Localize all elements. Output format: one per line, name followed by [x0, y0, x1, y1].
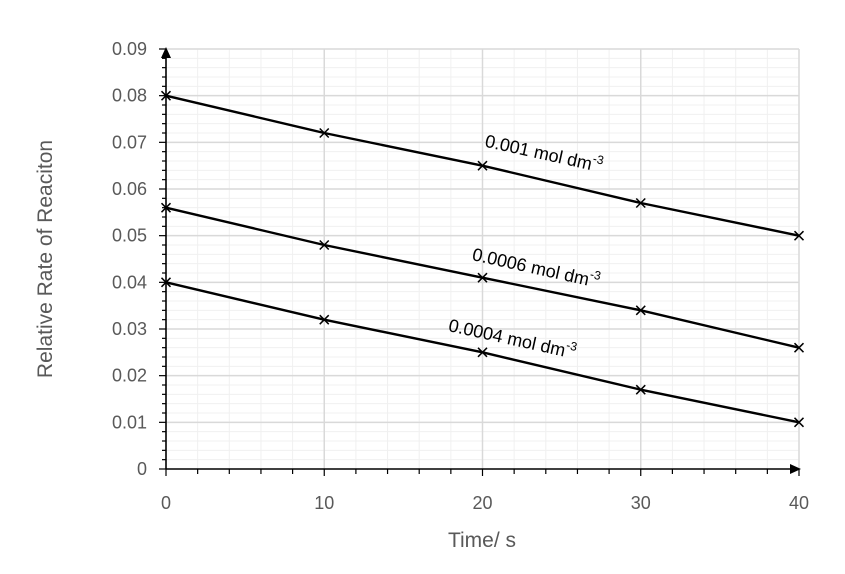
y-axis-title: Relative Rate of Reaciton [34, 140, 57, 378]
data-point-marker [793, 417, 805, 428]
series-label: 0.0006 mol dm-3 [471, 241, 603, 292]
y-tick-label: 0.08 [112, 86, 147, 106]
y-tick-label: 0 [137, 459, 147, 479]
x-tick-label: 10 [314, 493, 334, 513]
x-axis-title: Time/ s [448, 529, 516, 552]
y-tick-label: 0.01 [112, 412, 147, 432]
data-point-marker [793, 230, 805, 241]
marker-stroke [319, 127, 330, 139]
y-tick-label: 0.06 [112, 179, 147, 199]
y-tick-label: 0.02 [112, 366, 147, 386]
y-tick-label: 0.07 [112, 132, 147, 152]
marker-stroke [793, 342, 805, 353]
marker-stroke [477, 160, 488, 171]
series-label-superscript: -3 [565, 338, 579, 354]
marker-stroke [477, 272, 488, 283]
data-point-marker [477, 160, 488, 171]
data-point-marker [319, 127, 330, 139]
series-label-text: 0.0004 mol dm [447, 315, 568, 360]
data-point-marker [477, 272, 488, 283]
y-tick-label: 0.04 [112, 272, 147, 292]
marker-stroke [319, 239, 330, 251]
marker-stroke [477, 347, 488, 358]
series-group [160, 90, 805, 428]
data-point-marker [635, 305, 646, 316]
data-point-marker [319, 239, 330, 251]
tick-labels: 0 10 20 30 40 0 0.01 0.02 0.03 0.04 0.05 0.06 0.07 0.… [112, 39, 809, 513]
x-tick-label: 20 [472, 493, 492, 513]
axes [159, 47, 801, 476]
marker-stroke [793, 230, 805, 241]
y-tick-label: 0.09 [112, 39, 147, 59]
series-label-superscript: -3 [589, 267, 603, 283]
x-axis-arrowhead [790, 464, 801, 474]
x-tick-label: 0 [161, 493, 171, 513]
grid [166, 48, 800, 469]
marker-stroke [635, 305, 646, 316]
series-label-superscript: -3 [592, 152, 606, 168]
marker-stroke [635, 197, 646, 209]
marker-stroke [319, 314, 330, 325]
y-axis-arrowhead [161, 47, 171, 58]
data-point-marker [635, 384, 646, 395]
data-point-marker [793, 342, 805, 353]
data-point-marker [477, 347, 488, 358]
x-tick-label: 40 [789, 493, 809, 513]
y-tick-label: 0.03 [112, 319, 147, 339]
marker-stroke [635, 384, 646, 395]
marker-stroke [793, 417, 805, 428]
y-tick-label: 0.05 [112, 226, 147, 246]
x-tick-label: 30 [631, 493, 651, 513]
data-point-marker [635, 197, 646, 209]
data-point-marker [319, 314, 330, 325]
